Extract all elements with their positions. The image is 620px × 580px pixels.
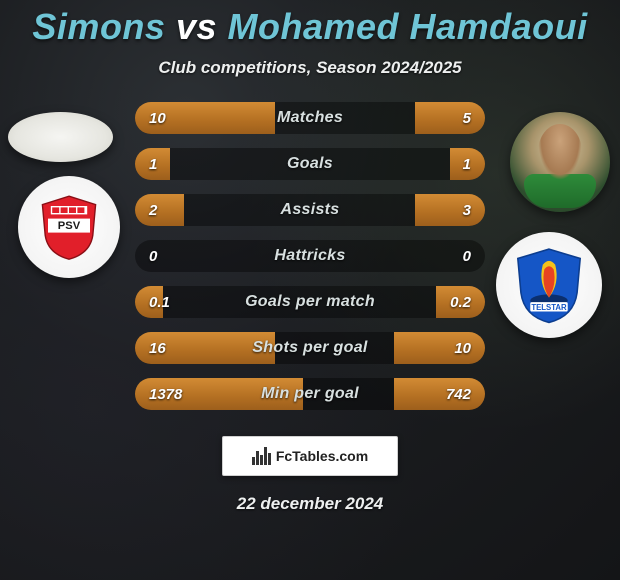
stat-label: Goals (205, 155, 415, 173)
stat-value-left: 1 (135, 156, 205, 173)
club1-badge: PSV (18, 176, 120, 278)
stat-label: Matches (205, 109, 415, 127)
player2-photo (510, 112, 610, 212)
player1-photo (8, 112, 113, 162)
stat-row: 1378Min per goal742 (135, 378, 485, 410)
svg-text:TELSTAR: TELSTAR (531, 303, 567, 312)
stat-value-right: 5 (415, 110, 485, 127)
stat-row: 16Shots per goal10 (135, 332, 485, 364)
stat-value-right: 3 (415, 202, 485, 219)
telstar-logo-icon: TELSTAR (510, 246, 588, 324)
comparison-card: Simons vs Mohamed Hamdaoui Club competit… (0, 0, 620, 580)
player2-name: Mohamed Hamdaoui (228, 6, 588, 47)
stat-value-left: 10 (135, 110, 205, 127)
page-title: Simons vs Mohamed Hamdaoui (0, 6, 620, 48)
vs-separator: vs (176, 6, 217, 47)
stat-label: Goals per match (205, 293, 415, 311)
stats-list: 10Matches51Goals12Assists30Hattricks00.1… (135, 102, 485, 410)
brand-bars-icon (252, 447, 270, 465)
brand-badge[interactable]: FcTables.com (222, 436, 398, 476)
subtitle: Club competitions, Season 2024/2025 (0, 58, 620, 78)
club2-badge: TELSTAR (496, 232, 602, 338)
stat-label: Hattricks (205, 247, 415, 265)
stat-row: 2Assists3 (135, 194, 485, 226)
stat-row: 0.1Goals per match0.2 (135, 286, 485, 318)
stat-value-right: 0 (415, 248, 485, 265)
stat-value-left: 16 (135, 340, 205, 357)
psv-logo-icon: PSV (34, 192, 104, 262)
stat-label: Assists (205, 201, 415, 219)
stat-value-left: 0 (135, 248, 205, 265)
stat-value-right: 10 (415, 340, 485, 357)
player1-name: Simons (32, 6, 165, 47)
stat-value-right: 1 (415, 156, 485, 173)
brand-text: FcTables.com (276, 448, 368, 464)
stat-value-left: 2 (135, 202, 205, 219)
stat-value-left: 0.1 (135, 294, 205, 311)
player2-jersey (524, 174, 596, 208)
stat-row: 0Hattricks0 (135, 240, 485, 272)
stat-label: Shots per goal (205, 339, 415, 357)
stat-label: Min per goal (205, 385, 415, 403)
svg-text:PSV: PSV (58, 220, 81, 232)
date-label: 22 december 2024 (0, 494, 620, 514)
stat-value-right: 742 (415, 386, 485, 403)
stat-row: 10Matches5 (135, 102, 485, 134)
stat-value-right: 0.2 (415, 294, 485, 311)
stat-row: 1Goals1 (135, 148, 485, 180)
stat-value-left: 1378 (135, 386, 205, 403)
